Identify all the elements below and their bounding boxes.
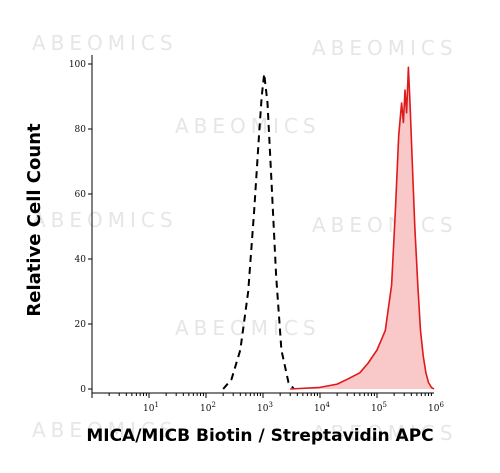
- x-axis-title: MICA/MICB Biotin / Streptavidin APC: [86, 426, 433, 446]
- x-tick-label: 102: [200, 401, 216, 414]
- watermark-text: ABEOMICS: [175, 114, 321, 138]
- watermark-text: ABEOMICS: [32, 208, 178, 232]
- y-tick-label: 100: [69, 60, 86, 70]
- watermark-text: ABEOMICS: [312, 421, 458, 445]
- x-tick-label: 104: [314, 401, 330, 414]
- y-axis-title: Relative Cell Count: [24, 123, 45, 317]
- series-1-line: [290, 66, 435, 390]
- series-layer: [222, 66, 435, 390]
- watermark-layer: ABEOMICS ABEOMICS ABEOMICS ABEOMICS ABEOMICS…: [32, 31, 458, 445]
- y-tick-label: 20: [75, 320, 87, 330]
- y-tick-label: 0: [80, 385, 86, 395]
- x-tick-label: 105: [371, 401, 387, 414]
- watermark-text: ABEOMICS: [32, 31, 178, 55]
- watermark-text: ABEOMICS: [175, 316, 321, 340]
- x-tick-label: 101: [143, 401, 159, 414]
- series-0-line: [222, 72, 295, 390]
- x-tick-label: 106: [428, 401, 444, 414]
- ticks-layer: 0 20 40 60 80 100 101 102 103 104 105 106: [69, 60, 445, 414]
- x-tick-label: 103: [257, 401, 273, 414]
- watermark-text: ABEOMICS: [312, 36, 458, 60]
- watermark-text: ABEOMICS: [32, 418, 178, 442]
- watermark-text: ABEOMICS: [312, 213, 458, 237]
- y-tick-label: 80: [75, 125, 87, 135]
- y-tick-label: 40: [75, 255, 87, 265]
- y-tick-label: 60: [75, 190, 87, 200]
- series-1-area: [290, 67, 434, 390]
